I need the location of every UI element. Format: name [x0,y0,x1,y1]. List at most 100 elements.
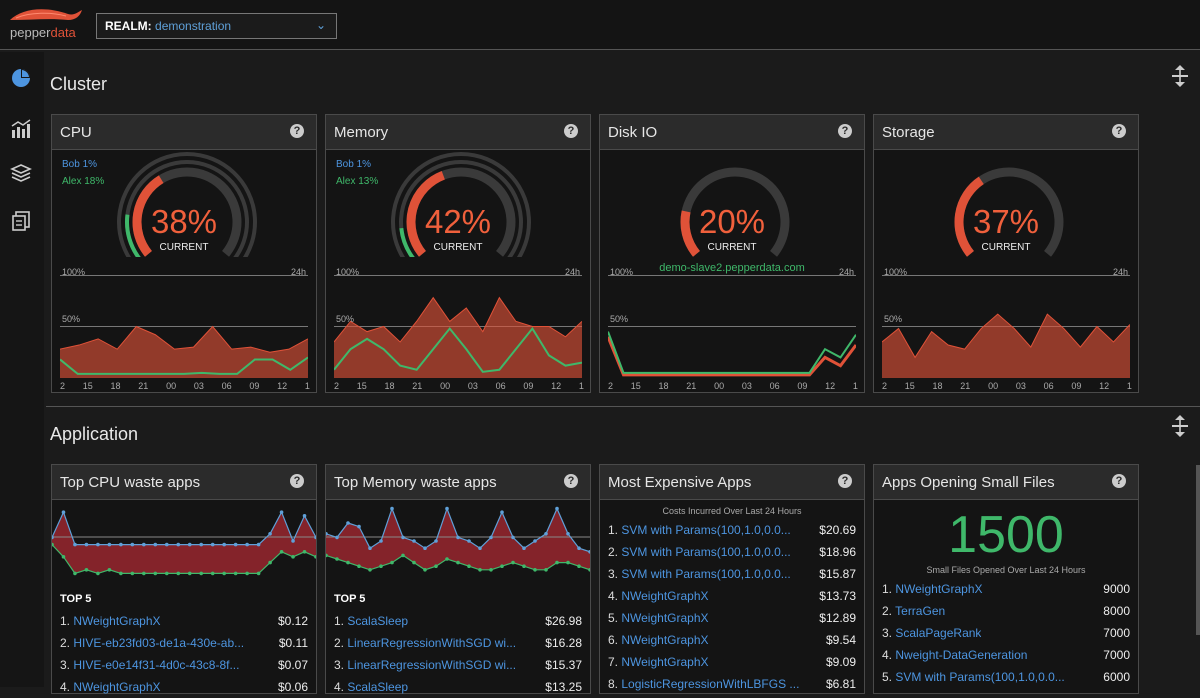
app-entry: 5. SVM with Params(100,1.0,0.0... [882,670,1065,684]
help-icon[interactable]: ? [838,474,852,488]
app-link[interactable]: SVM with Params(100,1.0,0.0... [621,545,791,559]
gauge-value-arc [132,175,164,257]
list-item: 6. NWeightGraphX $9.54 [608,629,856,651]
tick-label: 21 [960,381,971,391]
app-value: $0.06 [277,680,308,694]
list-item: 3. LinearRegressionWithSGD wi... $15.37 [334,654,582,676]
allocated-line [52,510,316,546]
time-ticks: 2 15 18 21 00 03 06 09 12 1 [882,381,1132,392]
gauge-alex-arc [125,214,141,257]
data-point [533,568,537,572]
gauge-track-outer [117,152,257,257]
help-icon[interactable]: ? [290,474,304,488]
data-point [346,560,350,565]
app-link[interactable]: HIVE-e0e14f31-4d0c-43c8-8f... [73,658,240,672]
tick-label: 18 [658,381,669,391]
tick-label: 03 [1015,381,1026,391]
data-point [302,550,307,554]
app-link[interactable]: ScalaSleep [347,614,409,628]
scrollbar[interactable] [1196,465,1200,635]
data-point [61,510,66,514]
help-icon[interactable]: ? [564,124,578,138]
panel-title: CPU [60,124,92,141]
layers-icon[interactable] [10,163,32,185]
rank: 4. [334,680,345,694]
current-label: CURRENT [707,242,757,253]
charts-icon[interactable] [10,118,32,140]
data-point [107,568,112,572]
app-value: $9.09 [825,655,856,669]
app-entry: 4. Nweight-DataGeneration [882,648,1027,662]
help-icon[interactable]: ? [1112,474,1126,488]
collapse-cluster-icon[interactable] [1170,64,1190,88]
tick-label: 21 [686,381,697,391]
data-point [555,560,559,565]
history-sparkline [882,275,1130,378]
app-link[interactable]: NWeightGraphX [621,589,709,603]
app-link[interactable]: ScalaSleep [347,680,409,694]
app-value: 8000 [1103,604,1130,618]
realm-dropdown[interactable]: REALM: demonstration ⌄ [96,13,337,39]
data-point [445,506,449,511]
data-point [456,535,460,540]
app-link[interactable]: NWeightGraphX [895,582,983,596]
help-icon[interactable]: ? [838,124,852,138]
gauge-track-outer [391,152,531,257]
app-link[interactable]: NWeightGraphX [621,633,709,647]
panel-header: CPU ? [52,115,316,150]
list-item: 7. NWeightGraphX $9.09 [608,651,856,673]
list-item: 2. SVM with Params(100,1.0,0.0... $18.96 [608,541,856,563]
panel-header: Top CPU waste apps ? [52,465,316,500]
help-icon[interactable]: ? [564,474,578,488]
axis-mid-label: 50% [336,314,355,324]
history-sparkline [334,275,582,378]
app-link[interactable]: SVM with Params(100,1.0,0.0... [621,567,791,581]
app-link[interactable]: LinearRegressionWithSGD wi... [347,636,517,650]
data-point [164,571,169,576]
app-link[interactable]: HIVE-eb23fd03-de1a-430e-ab... [73,636,245,650]
dashboard-icon[interactable] [10,67,32,89]
app-link[interactable]: LinearRegressionWithSGD wi... [347,658,517,672]
app-entry: 4. NWeightGraphX [608,589,709,603]
host-label[interactable]: demo-slave2.pepperdata.com [659,262,805,274]
app-link[interactable]: SVM with Params(100,1.0,0.0... [621,523,791,537]
rank: 5. [882,670,893,684]
panel-most-expensive: Most Expensive Apps ? Costs Incurred Ove… [599,464,865,694]
app-link[interactable]: NWeightGraphX [73,680,161,694]
usage-gauge [680,167,790,257]
collapse-application-icon[interactable] [1170,414,1190,438]
rank: 2. [334,636,345,650]
tick-label: 1 [1126,381,1132,391]
help-icon[interactable]: ? [290,124,304,138]
current-percent: 38% [150,203,218,240]
pepperdata-logo[interactable] [6,6,84,46]
tick-label: 15 [82,381,93,391]
tick-label: 15 [356,381,367,391]
data-point [199,571,204,576]
reports-icon[interactable] [10,210,32,232]
gauge-alex-arc [399,227,415,257]
rank: 1. [334,614,345,628]
app-link[interactable]: TerraGen [895,604,946,618]
list-item: 8. LogisticRegressionWithLBFGS ... $6.81 [608,673,856,695]
panel-title: Top CPU waste apps [60,474,201,491]
data-point [314,535,316,540]
app-value: $0.07 [277,658,308,672]
app-link[interactable]: NWeightGraphX [621,655,709,669]
realm-value: demonstration [155,19,232,33]
top-bar: pepperdata REALM: demonstration ⌄ [0,0,1200,50]
app-link[interactable]: NWeightGraphX [621,611,709,625]
app-link[interactable]: NWeightGraphX [73,614,161,628]
app-link[interactable]: ScalaPageRank [895,626,982,640]
app-link[interactable]: LogisticRegressionWithLBFGS ... [621,677,800,691]
list-item: 1. ScalaSleep $26.98 [334,610,582,632]
app-link[interactable]: Nweight-DataGeneration [895,648,1028,662]
panel-header: Disk IO ? [600,115,864,150]
tick-label: 09 [249,381,260,391]
app-link[interactable]: SVM with Params(100,1.0,0.0... [895,670,1065,684]
help-icon[interactable]: ? [1112,124,1126,138]
data-point [390,506,394,511]
series-area [882,314,1130,378]
app-value: $15.37 [545,658,582,672]
gauge-value-arc [954,176,984,257]
